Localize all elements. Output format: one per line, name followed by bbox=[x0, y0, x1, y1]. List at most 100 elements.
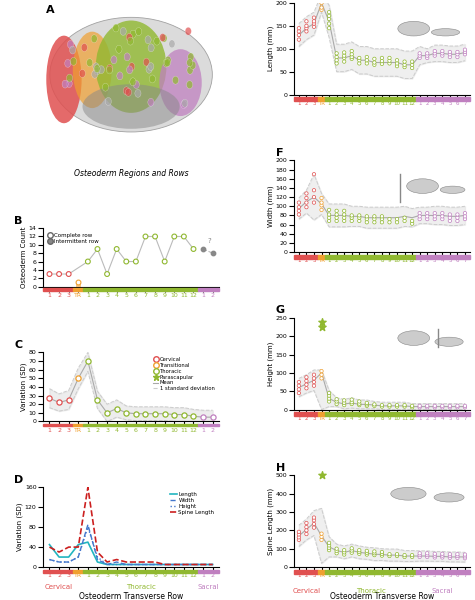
Point bbox=[408, 216, 416, 226]
Ellipse shape bbox=[62, 80, 68, 88]
Point bbox=[416, 550, 424, 560]
Point bbox=[318, 532, 325, 542]
Width bbox=[210, 561, 216, 568]
Ellipse shape bbox=[130, 78, 136, 86]
Point bbox=[325, 538, 333, 548]
Point bbox=[348, 49, 355, 59]
Point bbox=[393, 61, 401, 71]
Point bbox=[348, 546, 355, 556]
Legend: Complete row, Intermittent row: Complete row, Intermittent row bbox=[46, 231, 101, 247]
Point bbox=[416, 548, 424, 558]
Point bbox=[341, 548, 348, 557]
Point bbox=[431, 208, 438, 218]
Height bbox=[171, 561, 177, 568]
Length bbox=[171, 561, 177, 568]
Point bbox=[310, 193, 318, 202]
Width bbox=[133, 561, 139, 568]
Point bbox=[423, 403, 431, 412]
Point bbox=[355, 400, 363, 410]
Point bbox=[438, 208, 446, 218]
Bar bbox=[198, 424, 219, 427]
Point bbox=[386, 53, 393, 63]
Point bbox=[325, 19, 333, 28]
Point bbox=[363, 59, 371, 68]
Bar bbox=[416, 255, 470, 259]
Point bbox=[333, 52, 341, 62]
Point bbox=[325, 216, 333, 226]
Point bbox=[295, 381, 303, 391]
Point bbox=[318, 5, 325, 14]
Text: G: G bbox=[276, 305, 285, 315]
Point bbox=[454, 47, 461, 57]
Point bbox=[370, 547, 378, 556]
Point bbox=[438, 549, 446, 559]
Bar bbox=[325, 570, 416, 574]
Bar bbox=[198, 569, 219, 573]
Point bbox=[416, 208, 424, 218]
Ellipse shape bbox=[149, 75, 155, 83]
Point bbox=[438, 49, 446, 58]
Ellipse shape bbox=[117, 72, 123, 80]
Point bbox=[355, 547, 363, 557]
Point bbox=[378, 217, 386, 227]
Point bbox=[341, 57, 348, 67]
Ellipse shape bbox=[107, 65, 113, 73]
Point bbox=[348, 211, 355, 220]
Ellipse shape bbox=[67, 40, 74, 49]
Point bbox=[103, 269, 111, 279]
Point bbox=[341, 216, 348, 226]
Point bbox=[310, 381, 318, 391]
Ellipse shape bbox=[50, 17, 212, 132]
Point bbox=[454, 553, 461, 563]
Point bbox=[363, 217, 371, 227]
Point bbox=[333, 209, 341, 219]
Point bbox=[318, 470, 325, 480]
Line: Spine Length: Spine Length bbox=[49, 487, 213, 565]
Point bbox=[171, 410, 178, 419]
Point bbox=[386, 402, 393, 412]
Point bbox=[408, 403, 416, 412]
Bar bbox=[76, 283, 81, 287]
Point bbox=[333, 206, 341, 215]
Point bbox=[370, 217, 378, 227]
Point bbox=[303, 202, 310, 212]
Height bbox=[162, 561, 168, 568]
Point bbox=[310, 17, 318, 26]
Point bbox=[303, 193, 310, 203]
Text: Cervical: Cervical bbox=[293, 587, 321, 593]
Point bbox=[55, 398, 63, 407]
Height bbox=[95, 553, 100, 560]
Text: Thoracic: Thoracic bbox=[126, 584, 156, 590]
Length bbox=[114, 561, 120, 568]
Spine Length bbox=[171, 561, 177, 568]
Point bbox=[325, 397, 333, 406]
Bar bbox=[74, 424, 83, 427]
Point bbox=[295, 202, 303, 212]
Point bbox=[355, 399, 363, 409]
Point bbox=[431, 553, 438, 562]
Point bbox=[408, 63, 416, 73]
Point bbox=[318, 317, 325, 326]
Point bbox=[446, 553, 454, 563]
Height bbox=[210, 561, 216, 568]
Point bbox=[180, 410, 188, 419]
Point bbox=[333, 546, 341, 556]
Height bbox=[200, 561, 206, 568]
Point bbox=[171, 232, 178, 241]
Point bbox=[454, 550, 461, 559]
Point bbox=[355, 211, 363, 220]
Point bbox=[348, 46, 355, 56]
Point bbox=[355, 549, 363, 559]
Point bbox=[333, 397, 341, 406]
Point bbox=[446, 551, 454, 561]
Point bbox=[461, 45, 469, 55]
Point bbox=[393, 214, 401, 224]
Point bbox=[446, 213, 454, 223]
Point bbox=[295, 198, 303, 208]
Point bbox=[348, 544, 355, 553]
Ellipse shape bbox=[431, 29, 460, 36]
Point bbox=[461, 551, 469, 561]
Text: ?: ? bbox=[208, 238, 212, 244]
Text: F: F bbox=[276, 148, 284, 158]
Point bbox=[408, 550, 416, 560]
